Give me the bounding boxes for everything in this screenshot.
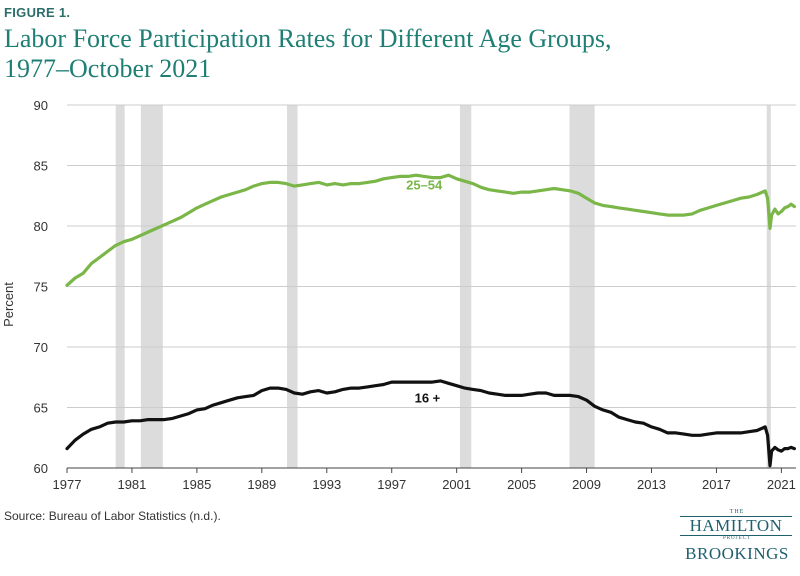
figure-label: FIGURE 1. [4, 5, 71, 20]
hamilton-brookings-logo: THE HAMILTON PROJECT BROOKINGS [676, 509, 798, 567]
line-chart: 60 65 70 75 80 85 90 1977 1981 1985 1989 1993 1997 20… [1, 98, 797, 492]
y-tick-label-80: 80 [34, 219, 48, 234]
y-tick-label-75: 75 [34, 280, 48, 295]
chart-title-line-2: 1977–October 2021 [4, 54, 212, 83]
x-tick-label-1977: 1977 [53, 477, 82, 492]
y-tick-label-85: 85 [34, 159, 48, 174]
x-tick-label-1981: 1981 [117, 477, 146, 492]
series-line-0 [65, 173, 797, 287]
x-tick-label-1993: 1993 [312, 477, 341, 492]
logo-brookings: BROOKINGS [685, 544, 789, 563]
chart-title: Labor Force Participation Rates for Diff… [4, 24, 724, 84]
x-tick-label-2001: 2001 [442, 477, 471, 492]
y-tick-label-90: 90 [34, 98, 48, 113]
y-tick-label-65: 65 [34, 401, 48, 416]
series-line-1 [65, 379, 797, 468]
x-tick-label-2017: 2017 [702, 477, 731, 492]
series-label-0: 25–54 [406, 178, 443, 193]
y-tick-label-60: 60 [34, 461, 48, 476]
series-label-1: 16 + [415, 391, 441, 406]
x-tick-label-2021: 2021 [767, 477, 796, 492]
x-tick-label-2005: 2005 [507, 477, 536, 492]
chart-title-line-1: Labor Force Participation Rates for Diff… [4, 24, 612, 53]
logo-the: THE [729, 509, 745, 515]
source-note: Source: Bureau of Labor Statistics (n.d.… [4, 509, 221, 523]
y-tick-label-70: 70 [34, 340, 48, 355]
x-tick-label-1997: 1997 [377, 477, 406, 492]
x-tick-label-1985: 1985 [182, 477, 211, 492]
logo-hamilton: HAMILTON [680, 516, 792, 536]
y-axis-label: Percent [1, 282, 16, 327]
x-tick-label-2009: 2009 [572, 477, 601, 492]
x-tick-label-1989: 1989 [247, 477, 276, 492]
x-tick-label-2013: 2013 [637, 477, 666, 492]
logo-project: PROJECT [722, 536, 752, 541]
